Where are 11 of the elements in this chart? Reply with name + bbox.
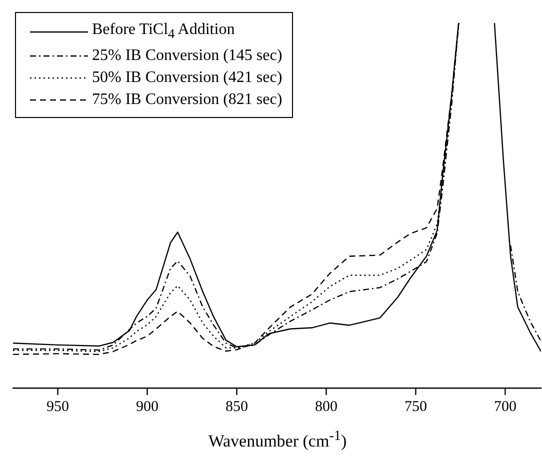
x-tick-label: 950: [46, 398, 69, 415]
legend-label: Before TiCl$_{4}$ Addition: [92, 20, 235, 44]
x-tick-label: 800: [314, 398, 338, 415]
x-tick-label: 900: [136, 398, 158, 415]
x-axis-title: Wavenumber (cm$^{-1}$): [207, 428, 348, 452]
legend-label: 50% IB Conversion (421 sec): [92, 68, 282, 88]
x-tick-label: 850: [225, 398, 248, 415]
x-tick-label: 700: [494, 398, 516, 415]
legend-label: 75% IB Conversion (821 sec): [92, 90, 282, 110]
x-tick-label: 750: [404, 398, 427, 415]
legend-label: 25% IB Conversion (145 sec): [92, 46, 282, 66]
